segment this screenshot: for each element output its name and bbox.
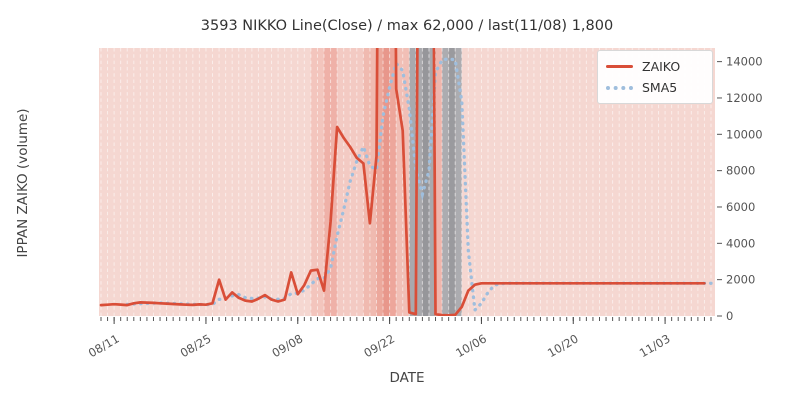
x-tick-label: 08/11 (86, 331, 122, 360)
highlight-band (455, 48, 462, 316)
highlight-band (383, 48, 390, 316)
y-tick-label: 4000 (726, 236, 755, 250)
x-tick-label: 11/03 (637, 331, 673, 360)
legend-item-sma5: SMA5 (606, 77, 704, 98)
zaiko-line (99, 48, 706, 316)
highlight-band (448, 48, 456, 316)
y-tick-label: 10000 (726, 127, 763, 141)
y-tick-label: 14000 (726, 55, 763, 69)
legend-label-sma5: SMA5 (642, 80, 678, 95)
legend: ZAIKO SMA5 (597, 50, 713, 104)
x-tick-label: 09/08 (270, 331, 306, 360)
sma5-line-swatch (606, 85, 633, 90)
highlight-band (435, 48, 443, 316)
y-tick-label: 8000 (726, 164, 755, 178)
highlight-band (442, 48, 449, 316)
x-tick-label: 10/20 (545, 331, 581, 360)
highlight-band (389, 48, 397, 316)
y-axis-label: IPPAN ZAIKO (volume) (15, 108, 31, 258)
legend-label-zaiko: ZAIKO (642, 59, 681, 74)
y-tick-label: 12000 (726, 91, 763, 105)
x-tick-label: 08/25 (178, 331, 214, 360)
x-tick-label: 09/22 (361, 331, 397, 360)
zaiko-line-swatch (606, 65, 633, 68)
y-tick-label: 2000 (726, 273, 755, 287)
series-group (99, 48, 713, 316)
chart-title: 3593 NIKKO Line(Close) / max 62,000 / la… (200, 18, 614, 34)
x-axis-label: DATE (389, 370, 425, 386)
y-tick-label: 0 (726, 309, 733, 323)
y-tick-label: 6000 (726, 200, 755, 214)
legend-item-zaiko: ZAIKO (606, 56, 704, 77)
highlight-band (428, 48, 436, 316)
highlight-band (376, 48, 384, 316)
x-tick-label: 10/06 (453, 331, 489, 360)
